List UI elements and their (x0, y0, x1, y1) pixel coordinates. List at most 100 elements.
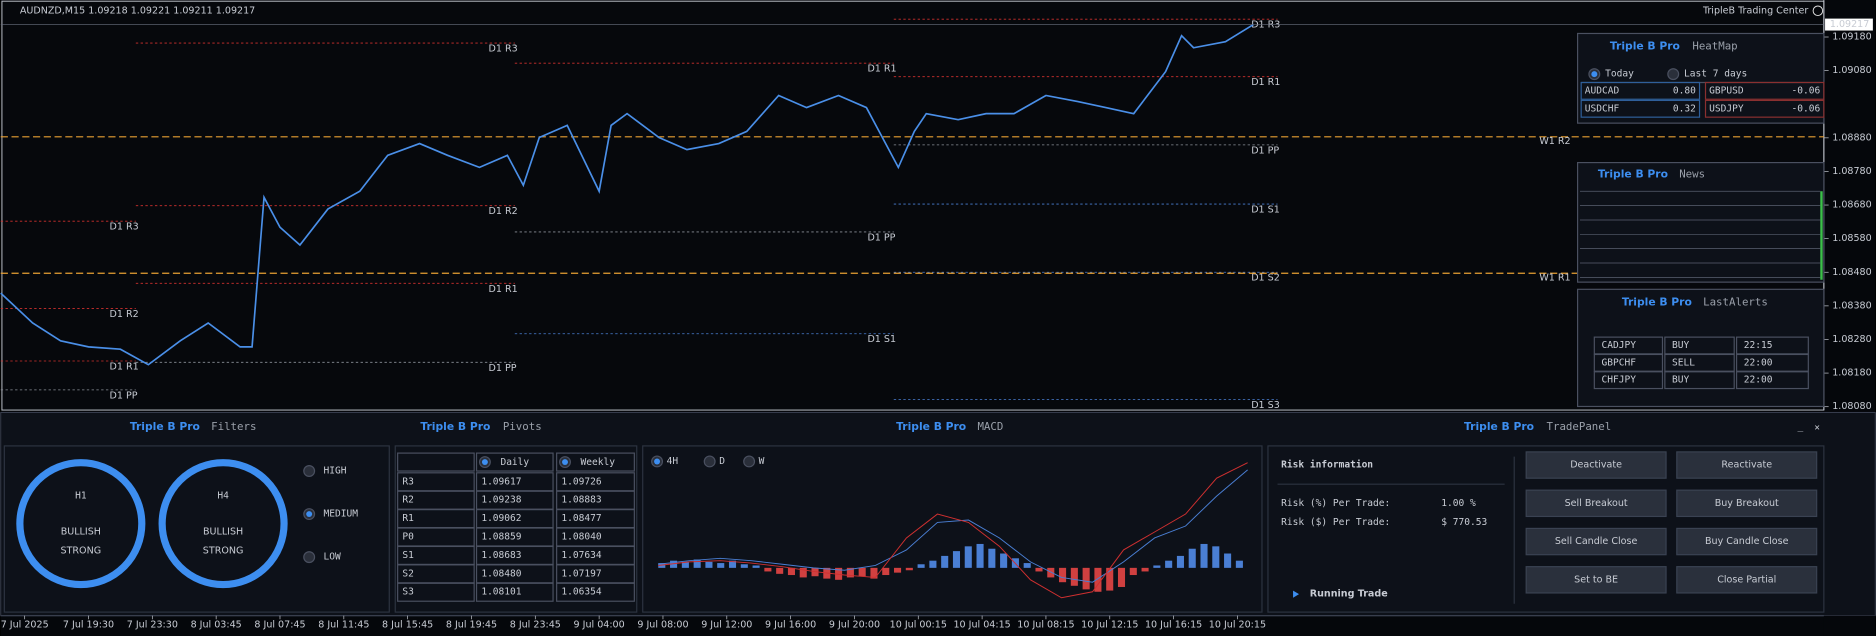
last-price-label: 1.09217 (1830, 19, 1869, 30)
pivot-label: D1 S3 (1251, 400, 1280, 411)
trade-button[interactable] (1525, 566, 1667, 594)
running-trade[interactable]: Running Trade (1310, 589, 1388, 600)
trade-button[interactable] (1676, 566, 1818, 594)
x-tick-label: 9 Jul 20:00 (829, 620, 880, 631)
macd-bar (776, 567, 784, 574)
trade-button-label[interactable]: Deactivate (1570, 460, 1622, 471)
panel-title: LastAlerts (1703, 295, 1768, 308)
x-tick-label: 10 Jul 08:15 (1017, 620, 1074, 631)
macd-bar (1200, 543, 1208, 568)
filter-level[interactable]: HIGH (324, 466, 347, 477)
macd-bar (988, 548, 996, 568)
trade-button[interactable] (1676, 489, 1818, 518)
pivot-text: 1.07634 (561, 550, 601, 561)
heatmap-cell (1704, 99, 1825, 118)
macd-bar (1165, 560, 1173, 568)
close-button[interactable]: × (1814, 422, 1820, 433)
running-arrow[interactable] (1293, 590, 1300, 598)
heatmap-symbol: GBPUSD (1709, 85, 1744, 96)
pivot-label: D1 S1 (867, 334, 896, 345)
macd-bar (1141, 567, 1149, 572)
smile-icon[interactable] (1812, 5, 1824, 17)
panel-brand: Triple B Pro (1598, 168, 1668, 181)
trade-button-label[interactable]: Sell Breakout (1565, 498, 1628, 509)
x-tick-label: 10 Jul 00:15 (890, 620, 947, 631)
trade-button-label[interactable]: Sell Candle Close (1555, 536, 1638, 547)
heatmap-value: -0.06 (1792, 85, 1821, 96)
radio[interactable] (743, 455, 756, 468)
gauge-strength: STRONG (203, 546, 244, 557)
pivot-label: D1 R3 (110, 222, 139, 233)
macd-bar (835, 567, 843, 580)
radio[interactable] (1667, 68, 1680, 81)
panel-title: News (1679, 168, 1705, 181)
macd-bar (693, 559, 701, 568)
risk-pct-label: Risk (%) Per Trade: (1281, 498, 1390, 509)
macd-timeframe[interactable]: D (719, 456, 725, 467)
macd-timeframe[interactable]: W (759, 456, 765, 467)
radio[interactable] (303, 465, 316, 477)
trade-button-label[interactable]: Buy Breakout (1715, 498, 1779, 509)
macd-bar (1176, 555, 1184, 568)
macd-bar (929, 560, 937, 568)
radio-dot (306, 511, 313, 518)
macd-bar (1212, 546, 1220, 568)
trade-button-label[interactable]: Buy Candle Close (1705, 536, 1789, 547)
pivot-column[interactable]: Weekly (581, 457, 616, 468)
radio[interactable] (303, 551, 316, 564)
heatmap-tab[interactable]: Today (1605, 69, 1634, 80)
gauge-state: BULLISH (203, 526, 243, 537)
trade-button[interactable] (1676, 451, 1818, 479)
x-tick-label: 9 Jul 08:00 (637, 620, 688, 631)
macd-bar (941, 555, 949, 568)
panel-brand: Triple B Pro (1464, 420, 1534, 433)
alert-text: 22:15 (1744, 340, 1773, 351)
filter-level[interactable]: LOW (324, 552, 341, 563)
panel-title: MACD (977, 420, 1003, 433)
pivot-label: D1 R1 (110, 361, 139, 372)
heatmap-tab[interactable]: Last 7 days (1684, 69, 1747, 80)
pivot-column[interactable]: Daily (500, 457, 529, 468)
macd-bar (681, 561, 689, 568)
pivot-label: D1 R1 (867, 64, 896, 75)
pivot-text: 1.08883 (561, 495, 601, 506)
trade-button[interactable] (1525, 489, 1667, 518)
filter-level[interactable]: MEDIUM (324, 509, 359, 520)
panel-title: Filters (211, 420, 256, 433)
brand: TripleB Trading Center (1702, 5, 1808, 16)
weekly-label: W1 R1 (1539, 273, 1570, 284)
pivot-text: 1.06354 (561, 587, 601, 598)
x-tick-label: 10 Jul 04:15 (953, 620, 1010, 631)
trade-button[interactable] (1525, 527, 1667, 556)
alert-text: 22:00 (1744, 375, 1773, 386)
trade-button-label[interactable]: Reactivate (1721, 460, 1772, 471)
macd-timeframe[interactable]: 4H (667, 456, 679, 467)
gauge-strength: STRONG (61, 546, 102, 557)
macd-bar (1106, 567, 1114, 591)
gauge-timeframe: H1 (75, 491, 87, 502)
radio[interactable] (703, 455, 716, 468)
trade-button[interactable] (1676, 527, 1818, 556)
pivot-text: 1.09062 (481, 513, 521, 524)
macd-bar (905, 567, 913, 571)
y-tick-label: 1.08880 (1832, 132, 1871, 143)
x-tick-label: 7 Jul 19:30 (63, 620, 114, 631)
minimize-button[interactable]: _ (1798, 421, 1804, 432)
radio-dot (1591, 71, 1598, 78)
pivot-label: D1 PP (867, 232, 895, 243)
trade-button-label[interactable]: Set to BE (1574, 574, 1618, 585)
pivot-label: D1 PP (488, 363, 516, 374)
pivot-header-cell (475, 452, 554, 472)
heatmap-value: -0.06 (1792, 103, 1821, 114)
trade-button[interactable] (1525, 451, 1667, 479)
alert-text: SELL (1672, 357, 1695, 368)
macd-bar (1059, 567, 1067, 583)
alert-text: GBPCHF (1601, 357, 1636, 368)
macd-bar (1094, 567, 1102, 592)
trade-button-label[interactable]: Close Partial (1717, 574, 1776, 585)
heatmap-cell (1704, 81, 1825, 100)
alert-text: BUY (1672, 375, 1689, 386)
y-tick-label: 1.08680 (1832, 200, 1871, 211)
macd-bar (952, 551, 961, 568)
